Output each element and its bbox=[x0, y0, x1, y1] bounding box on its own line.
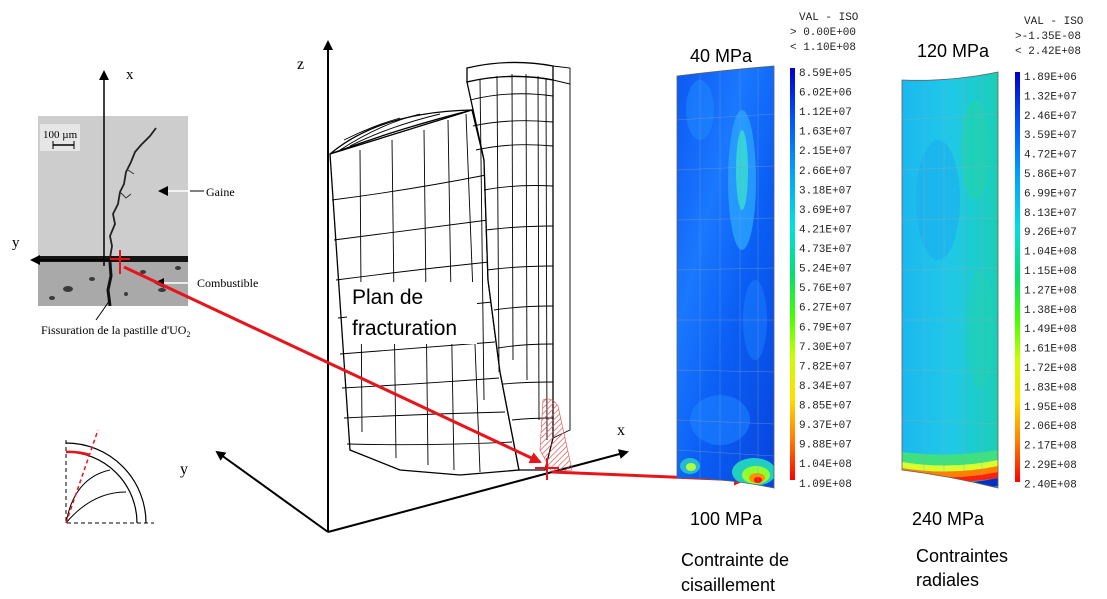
shear-legend-value: 7.30E+07 bbox=[799, 342, 852, 354]
cladding-block-front bbox=[466, 75, 554, 471]
shear-legend-value: 8.59E+05 bbox=[799, 68, 852, 80]
radial-legend-value: 3.59E+07 bbox=[1024, 130, 1077, 142]
fracture-arc-1 bbox=[65, 469, 111, 524]
radial-legend-value: 1.49E+08 bbox=[1024, 324, 1077, 336]
shear-legend-value: 5.76E+07 bbox=[799, 283, 852, 295]
radial-top-value: 120 MPa bbox=[917, 41, 990, 61]
shear-legend-value: 2.15E+07 bbox=[799, 146, 852, 158]
svg-text:< 2.42E+08: < 2.42E+08 bbox=[1015, 46, 1081, 58]
radial-caption: Contraintes radiales bbox=[916, 546, 1013, 590]
crack-label: Fissuration de la pastille d'UO2 bbox=[41, 323, 190, 339]
mesh-3d-view: z x y bbox=[180, 40, 629, 533]
shear-legend-value: 8.85E+07 bbox=[799, 401, 852, 413]
mesh-y-label: y bbox=[180, 461, 188, 478]
shear-legend-value: 8.34E+07 bbox=[799, 381, 852, 393]
radial-legend-value: 1.04E+08 bbox=[1024, 247, 1077, 259]
radial-legend-value: 1.95E+08 bbox=[1024, 402, 1077, 414]
cut-arc bbox=[65, 450, 91, 457]
fracture-plane-label: Plan de fracturation bbox=[352, 286, 457, 340]
radial-legend-value: 1.83E+08 bbox=[1024, 382, 1077, 394]
radial-legend-value: 2.29E+08 bbox=[1024, 460, 1077, 472]
radial-legend-value: 1.61E+08 bbox=[1024, 344, 1077, 356]
shear-legend-value: 4.73E+07 bbox=[799, 244, 852, 256]
crack-leader bbox=[95, 299, 111, 321]
crack-origin-marker bbox=[110, 250, 130, 274]
shear-legend-value: 5.24E+07 bbox=[799, 264, 852, 276]
radial-legend-header: VAL - ISO >-1.35E-08 < 2.42E+08 bbox=[1015, 16, 1084, 58]
cladding-label: Gaine bbox=[206, 185, 235, 199]
shear-legend-value: 3.69E+07 bbox=[799, 205, 852, 217]
radial-colorbar bbox=[1015, 72, 1020, 482]
cut-line bbox=[65, 429, 99, 524]
shear-legend-value: 6.79E+07 bbox=[799, 322, 852, 334]
radial-legend-value: 1.38E+08 bbox=[1024, 305, 1077, 317]
shear-legend-value: 1.04E+08 bbox=[799, 459, 852, 471]
shear-top-value: 40 MPa bbox=[690, 46, 753, 66]
shear-colorbar bbox=[790, 68, 795, 480]
shear-legend-value: 9.88E+07 bbox=[799, 440, 852, 452]
fuel-label: Combustible bbox=[197, 276, 258, 290]
svg-text:> 0.00E+00: > 0.00E+00 bbox=[790, 27, 856, 39]
radial-legend-value: 2.40E+08 bbox=[1024, 479, 1077, 491]
cladding-arc-outer bbox=[65, 442, 147, 524]
radial-legend-value: 5.86E+07 bbox=[1024, 169, 1077, 181]
svg-text:>-1.35E-08: >-1.35E-08 bbox=[1015, 31, 1081, 43]
shear-legend-header: VAL - ISO > 0.00E+00 < 1.10E+08 bbox=[790, 12, 859, 54]
svg-text:VAL - ISO: VAL - ISO bbox=[1024, 16, 1084, 28]
radial-legend-value: 6.99E+07 bbox=[1024, 188, 1077, 200]
radial-legend-value: 9.26E+07 bbox=[1024, 227, 1077, 239]
mesh-x-axis bbox=[327, 449, 629, 533]
shear-legend-value: 4.21E+07 bbox=[799, 224, 852, 236]
micrograph-panel: x y 100 µm Gaine Combustible Fissuration… bbox=[12, 67, 258, 339]
fracture-plane-label-bg bbox=[347, 282, 477, 344]
shear-legend-value: 2.66E+07 bbox=[799, 166, 852, 178]
quadrant-dashed-frame bbox=[65, 440, 154, 524]
cladding-crack-branch bbox=[119, 169, 135, 199]
shear-legend-value: 7.82E+07 bbox=[799, 361, 852, 373]
radial-legend-value: 1.15E+08 bbox=[1024, 266, 1077, 278]
shear-legend-value: 1.09E+08 bbox=[799, 479, 852, 491]
shear-stress-map: 40 MPa 100 MPa Contrainte de cisaillemen… bbox=[676, 12, 859, 595]
micrograph-x-label: x bbox=[126, 67, 134, 83]
shear-caption: Contrainte de cisaillement bbox=[681, 550, 794, 595]
shear-legend-value: 6.02E+06 bbox=[799, 88, 852, 100]
shear-legend-value: 3.18E+07 bbox=[799, 185, 852, 197]
radial-bottom-value: 240 MPa bbox=[912, 509, 985, 529]
svg-text:< 1.10E+08: < 1.10E+08 bbox=[790, 42, 856, 54]
radial-stress-map: 120 MPa 240 MPa Contraintes radiales VAL… bbox=[901, 16, 1084, 590]
mesh-z-label: z bbox=[297, 56, 304, 73]
radial-legend-value: 8.13E+07 bbox=[1024, 208, 1077, 220]
pellet-quadrant-sketch bbox=[65, 429, 154, 524]
cladding-crack bbox=[109, 127, 157, 259]
fuel-crack bbox=[106, 261, 113, 307]
shear-legend-value: 1.63E+07 bbox=[799, 127, 852, 139]
shear-bottom-value: 100 MPa bbox=[690, 509, 763, 529]
shear-legend-value: 1.12E+07 bbox=[799, 107, 852, 119]
micrograph-y-label: y bbox=[12, 235, 20, 251]
shear-legend-value: 6.27E+07 bbox=[799, 303, 852, 315]
cladding-block-grid bbox=[469, 65, 571, 441]
radial-legend-value: 1.72E+08 bbox=[1024, 363, 1077, 375]
radial-legend-value: 2.17E+08 bbox=[1024, 441, 1077, 453]
shear-legend-value: 9.37E+07 bbox=[799, 420, 852, 432]
radial-legend-values: 1.89E+06 1.32E+07 2.46E+07 3.59E+07 4.72E+07… bbox=[1024, 72, 1077, 491]
svg-text:VAL - ISO: VAL - ISO bbox=[799, 12, 859, 24]
radial-legend-value: 1.32E+07 bbox=[1024, 91, 1077, 103]
radial-legend-value: 1.27E+08 bbox=[1024, 285, 1077, 297]
fuel-porosity bbox=[49, 266, 181, 300]
scale-bar-label: 100 µm bbox=[43, 129, 78, 141]
scale-bar-box bbox=[40, 124, 80, 151]
radial-legend-value: 4.72E+07 bbox=[1024, 150, 1077, 162]
radial-legend-value: 2.06E+08 bbox=[1024, 421, 1077, 433]
fracture-arc-2 bbox=[65, 491, 127, 524]
mesh-x-label: x bbox=[617, 422, 625, 439]
radial-legend-value: 2.46E+07 bbox=[1024, 111, 1077, 123]
radial-legend-value: 1.89E+06 bbox=[1024, 72, 1077, 84]
connector-arrow-micrograph-to-mesh bbox=[123, 265, 542, 464]
mesh-origin-marker bbox=[535, 458, 559, 480]
shear-legend-values: 8.59E+05 6.02E+06 1.12E+07 1.63E+07 2.15E+07… bbox=[799, 68, 852, 491]
mesh-y-axis bbox=[215, 450, 329, 533]
